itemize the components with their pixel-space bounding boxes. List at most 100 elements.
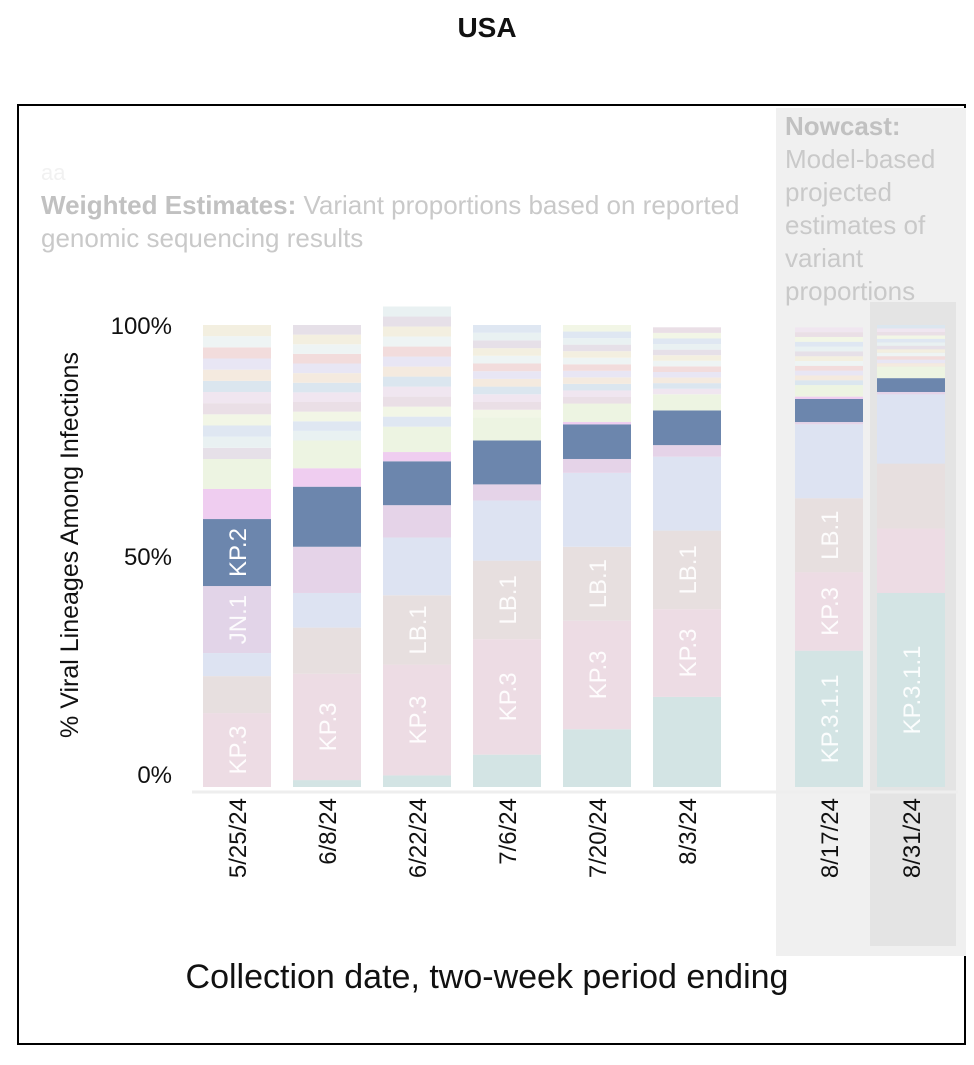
x-tick-label: 8/17/24: [817, 798, 844, 878]
bar-segment-other: [473, 417, 541, 441]
bar-segment-other: [877, 345, 945, 350]
x-tick-label: 5/25/24: [225, 798, 252, 878]
bar-segment-other: [383, 537, 451, 596]
bar-segment-other: [203, 414, 271, 426]
bar-segment-kp-2: [293, 486, 361, 547]
bar-segment-other: [473, 325, 541, 333]
bar-segment-other: [563, 357, 631, 365]
bar-segment-other: [877, 342, 945, 346]
bar-segment-kp-3-1-1: [383, 775, 451, 787]
bar-segment-other: [383, 366, 451, 377]
bar-data-label: LB.1: [675, 545, 702, 594]
bar-segment-other: [563, 377, 631, 384]
bar-segment-other: [293, 325, 361, 335]
bar-segment-other: [203, 447, 271, 459]
bar-segment-other: [383, 316, 451, 327]
bar-segment-kp-2: [383, 461, 451, 506]
bar-segment-other: [383, 505, 451, 538]
bar-segment-other: [293, 468, 361, 487]
bar-segment-other: [293, 592, 361, 628]
bar-segment-other: [653, 445, 721, 457]
bar-data-label: KP.3: [585, 650, 612, 699]
y-tick-label: 0%: [137, 762, 172, 789]
bar-segment-other: [563, 403, 631, 423]
bar-segment-kp-3: [473, 639, 541, 755]
bar-segment-other: [293, 373, 361, 383]
y-tick-label: 50%: [124, 544, 172, 571]
bar-segment-other: [203, 380, 271, 392]
bar-segment-other: [203, 458, 271, 490]
bar-data-label: KP.3: [817, 587, 844, 636]
bar-segment-kp-2: [203, 519, 271, 587]
bar-segment-other: [293, 402, 361, 412]
bar-segment-other: [653, 383, 721, 389]
bar-segment-other: [383, 386, 451, 397]
y-tick-label: 100%: [111, 313, 172, 340]
bar-segment-other: [877, 363, 945, 367]
bar-segment-other: [473, 500, 541, 561]
weighted-estimates-text: Variant proportions based on reported ge…: [41, 190, 740, 253]
bar-segment-other: [293, 334, 361, 345]
bar-segment-other: [563, 383, 631, 391]
bar-segment-other: [653, 388, 721, 395]
bar-segment-other: [473, 348, 541, 356]
bar-segment-other: [653, 327, 721, 333]
bar-segment-other: [653, 456, 721, 531]
bar-segment-other: [473, 340, 541, 349]
bar-segment-other: [563, 364, 631, 371]
bar-segment-kp-3-1-1: [293, 780, 361, 787]
bar-segment-other: [563, 325, 631, 332]
bar-segment-lb-1: [795, 498, 863, 573]
bar-segment-other: [877, 391, 945, 395]
bar-data-label: KP.3: [405, 696, 432, 745]
bar-segment-other: [795, 385, 863, 397]
bar-segment-other: [653, 394, 721, 411]
bar-segment-other: [383, 452, 451, 462]
bar-segment-kp-3: [383, 664, 451, 776]
bar-data-label: KP.3.1.1: [817, 674, 844, 763]
bar-data-label: KP.3: [315, 702, 342, 751]
bar-segment-other: [795, 360, 863, 366]
bar-segment-lb-1: [563, 546, 631, 621]
bar-segment-other: [383, 376, 451, 387]
bar-data-label: LB.1: [585, 559, 612, 608]
bar-segment-other: [795, 380, 863, 386]
bar-segment-other: [383, 406, 451, 417]
nowcast-text: Model-based projected estimates of varia…: [785, 144, 936, 306]
bar-segment-other: [877, 349, 945, 353]
bar-segment-kp-3: [563, 620, 631, 730]
bar-segment-other: [653, 332, 721, 339]
bar-segment-other: [877, 338, 945, 343]
bar-segment-other: [877, 331, 945, 336]
x-tick-label: 7/20/24: [585, 798, 612, 878]
bar-data-label: KP.3.1.1: [899, 645, 926, 734]
bar-segment-other: [877, 328, 945, 332]
bar-segment-other: [795, 370, 863, 376]
bar-segment-kp-3: [293, 673, 361, 781]
bar-segment-other: [203, 403, 271, 415]
bar-data-label: KP.3: [225, 726, 252, 775]
bar-segment-kp-3: [653, 609, 721, 697]
bar-segment-other: [383, 416, 451, 427]
bar-segment-other: [383, 426, 451, 453]
bar-segment-other: [203, 425, 271, 437]
bar-segment-other: [563, 390, 631, 397]
bar-segment-other: [795, 375, 863, 381]
bar-segment-other: [203, 325, 271, 337]
bar-segment-other: [795, 336, 863, 342]
bar-segment-kp-2: [653, 410, 721, 446]
bar-segment-other: [383, 326, 451, 337]
bar-segment-other: [877, 352, 945, 357]
bar-segment-other: [473, 332, 541, 341]
bar-segment-other: [203, 347, 271, 359]
bar-segment-other: [795, 422, 863, 425]
bar-segment-other: [383, 356, 451, 367]
bar-data-label: KP.2: [225, 528, 252, 577]
bar-segment-kp-3-1-1: [795, 650, 863, 787]
bar-segment-other: [293, 344, 361, 354]
bar-segment-jn-1: [203, 586, 271, 654]
bar-segment-other: [795, 396, 863, 399]
bar-segment-other: [795, 356, 863, 361]
bar-segment-other: [795, 424, 863, 499]
bar-segment-other: [877, 463, 945, 529]
